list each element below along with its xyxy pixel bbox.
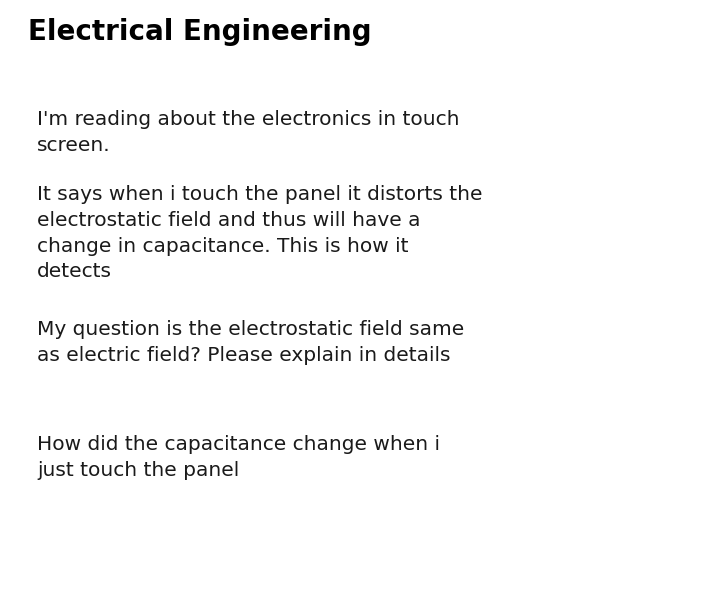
- Text: I'm reading about the electronics in touch
screen.: I'm reading about the electronics in tou…: [37, 110, 459, 155]
- Text: It says when i touch the panel it distorts the
electrostatic field and thus will: It says when i touch the panel it distor…: [37, 185, 482, 281]
- Text: My question is the electrostatic field same
as electric field? Please explain in: My question is the electrostatic field s…: [37, 320, 464, 365]
- Text: How did the capacitance change when i
just touch the panel: How did the capacitance change when i ju…: [37, 435, 440, 480]
- Text: Electrical Engineering: Electrical Engineering: [28, 18, 372, 46]
